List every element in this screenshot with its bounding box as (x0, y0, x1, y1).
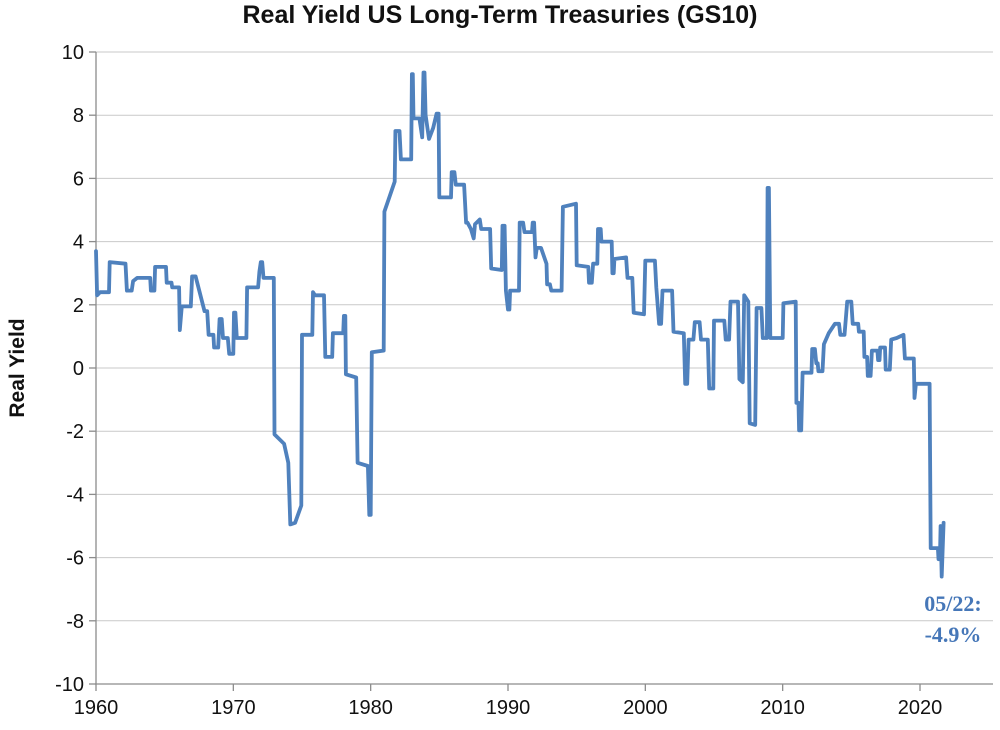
y-tick-label: -10 (55, 674, 84, 696)
x-tick-label: 1960 (74, 697, 119, 719)
series-line (94, 70, 946, 579)
x-tick-label: 2000 (623, 697, 668, 719)
y-tick-label: 2 (73, 295, 84, 317)
y-tick-label: -8 (66, 611, 84, 633)
annotation-label: 05/22: -4.9% (908, 588, 998, 650)
y-tick-label: 4 (73, 232, 84, 254)
y-tick-label: 6 (73, 168, 84, 190)
y-tick-label: -2 (66, 421, 84, 443)
x-tick-label: 2010 (760, 697, 805, 719)
y-tick-label: 0 (73, 358, 84, 380)
chart-title: Real Yield US Long-Term Treasuries (GS10… (242, 1, 758, 29)
x-tick-label: 1970 (211, 697, 256, 719)
x-tick-label: 1980 (348, 697, 393, 719)
y-tick-label: -6 (66, 548, 84, 570)
x-tick-label: 1990 (486, 697, 531, 719)
y-tick-label: -4 (66, 484, 84, 506)
annotation-value: -4.9% (924, 622, 982, 647)
y-tick-label: 10 (62, 42, 84, 64)
annotation-date: 05/22: (924, 591, 982, 616)
y-tick-label: 8 (73, 105, 84, 127)
x-tick-label: 2020 (898, 697, 943, 719)
